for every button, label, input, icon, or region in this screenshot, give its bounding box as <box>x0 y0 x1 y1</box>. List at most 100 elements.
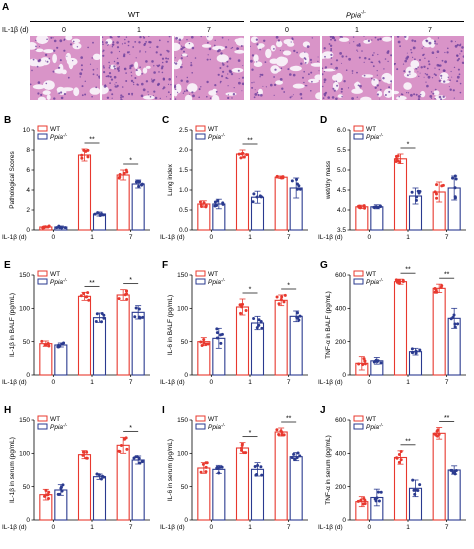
data-point <box>452 313 456 317</box>
data-point <box>290 179 294 183</box>
x-axis-title: IL-1β (d) <box>2 379 27 386</box>
nucleus <box>144 51 147 53</box>
nucleus <box>108 72 112 75</box>
data-point <box>57 224 61 228</box>
nucleus <box>79 76 81 78</box>
nucleus <box>180 47 183 51</box>
significance-label: ** <box>444 272 450 279</box>
nucleus <box>414 58 416 61</box>
nucleus <box>140 94 144 98</box>
y-tick-label: 100 <box>19 306 30 313</box>
y-tick-label: 2.5 <box>179 127 188 134</box>
nucleus <box>116 41 119 44</box>
data-point <box>122 171 126 175</box>
legend-label-ko-sup: -/- <box>221 423 226 428</box>
nucleus <box>417 66 419 68</box>
bar-wt <box>197 341 211 376</box>
alveolar-space <box>422 38 433 48</box>
nucleus <box>117 36 121 38</box>
nucleus <box>442 95 445 98</box>
nucleus <box>149 46 151 48</box>
alveolar-space <box>410 60 420 69</box>
data-point <box>275 295 279 299</box>
x-tick-label: 7 <box>129 379 133 386</box>
nucleus <box>434 42 436 45</box>
nucleus <box>159 97 161 100</box>
x-tick-label: 1 <box>406 524 410 531</box>
nucleus <box>107 75 110 78</box>
bar-ko <box>250 322 265 376</box>
nucleus <box>228 69 232 73</box>
nucleus <box>347 87 350 89</box>
nucleus <box>148 36 150 37</box>
nucleus <box>221 36 224 39</box>
nucleus <box>219 82 221 84</box>
chart-panel-e: E 0 50 100 150 IL-1β in BALF (pg/mL) 0 1 ** 7 * IL-… <box>2 260 150 386</box>
data-point <box>453 322 457 326</box>
data-point <box>44 489 48 493</box>
nucleus <box>330 49 333 52</box>
data-point <box>282 433 286 437</box>
nucleus <box>426 67 429 70</box>
legend-label-ko: Ppia-/- <box>50 278 68 287</box>
legend-swatch-wt <box>195 270 206 277</box>
nucleus <box>227 96 230 100</box>
alveolar-space <box>403 82 412 90</box>
nucleus <box>130 71 132 73</box>
legend-swatch-ko <box>353 133 364 140</box>
data-point <box>239 446 243 450</box>
y-tick-label: 50 <box>181 484 189 491</box>
nucleus <box>112 41 115 44</box>
nucleus <box>168 36 171 38</box>
nucleus <box>363 61 365 63</box>
nucleus <box>81 94 84 97</box>
nucleus <box>72 60 74 62</box>
y-tick-label: 6.0 <box>337 127 346 134</box>
data-point <box>93 212 97 216</box>
data-point <box>397 453 401 457</box>
data-point <box>125 447 129 451</box>
nucleus <box>323 92 327 96</box>
nucleus <box>209 97 212 99</box>
y-tick-label: 150 <box>177 417 188 424</box>
alveolar-space <box>52 53 57 64</box>
significance-label: ** <box>405 267 411 274</box>
nucleus <box>349 42 351 44</box>
significance-label: ** <box>89 137 95 144</box>
alveolar-space <box>382 36 392 42</box>
nucleus <box>165 57 168 60</box>
nucleus <box>79 72 83 76</box>
nucleus <box>186 39 188 41</box>
data-point <box>245 153 249 157</box>
nucleus <box>231 97 233 99</box>
nucleus <box>98 77 100 79</box>
data-point <box>277 302 281 306</box>
nucleus <box>194 57 197 59</box>
nucleus <box>340 87 343 91</box>
nucleus <box>118 50 121 53</box>
nucleus <box>251 82 253 84</box>
data-point <box>202 338 206 342</box>
y-tick-label: 400 <box>335 306 346 313</box>
nucleus <box>255 38 259 41</box>
nucleus <box>208 47 212 51</box>
nucleus <box>131 92 134 95</box>
data-point <box>433 190 437 194</box>
data-point <box>259 465 263 469</box>
alveolar-space <box>310 62 320 67</box>
data-point <box>275 428 279 432</box>
nucleus <box>336 84 339 87</box>
nucleus <box>300 62 303 65</box>
nucleus <box>371 77 373 80</box>
nucleus <box>352 36 355 38</box>
nucleus <box>116 57 119 60</box>
alveolar-space <box>142 67 148 74</box>
alveolar-space <box>282 50 292 56</box>
nucleus <box>183 90 186 93</box>
nucleus <box>92 68 95 71</box>
nucleus <box>437 37 439 39</box>
nucleus <box>151 78 153 80</box>
nucleus <box>181 63 183 65</box>
nucleus <box>291 95 293 97</box>
nucleus <box>105 41 108 44</box>
